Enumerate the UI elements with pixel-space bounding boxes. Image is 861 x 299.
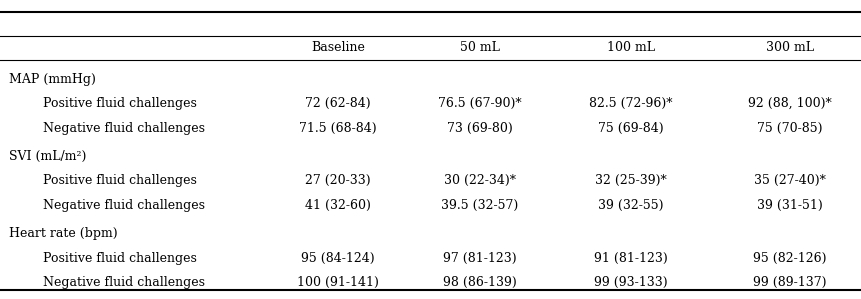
Text: 82.5 (72-96)*: 82.5 (72-96)* — [589, 97, 672, 110]
Text: 95 (84-124): 95 (84-124) — [301, 251, 375, 265]
Text: Negative fluid challenges: Negative fluid challenges — [43, 122, 205, 135]
Text: Positive fluid challenges: Positive fluid challenges — [43, 174, 197, 187]
Text: Positive fluid challenges: Positive fluid challenges — [43, 97, 197, 110]
Text: 39.5 (32-57): 39.5 (32-57) — [442, 199, 518, 212]
Text: 75 (69-84): 75 (69-84) — [598, 122, 664, 135]
Text: 72 (62-84): 72 (62-84) — [305, 97, 371, 110]
Text: 91 (81-123): 91 (81-123) — [594, 251, 667, 265]
Text: 35 (27-40)*: 35 (27-40)* — [754, 174, 826, 187]
Text: 99 (89-137): 99 (89-137) — [753, 276, 827, 289]
Text: 76.5 (67-90)*: 76.5 (67-90)* — [438, 97, 522, 110]
Text: 71.5 (68-84): 71.5 (68-84) — [299, 122, 377, 135]
Text: Baseline: Baseline — [311, 41, 365, 54]
Text: MAP (mmHg): MAP (mmHg) — [9, 73, 96, 86]
Text: Negative fluid challenges: Negative fluid challenges — [43, 276, 205, 289]
Text: 39 (32-55): 39 (32-55) — [598, 199, 664, 212]
Text: 39 (31-51): 39 (31-51) — [757, 199, 823, 212]
Text: 41 (32-60): 41 (32-60) — [305, 199, 371, 212]
Text: 98 (86-139): 98 (86-139) — [443, 276, 517, 289]
Text: 32 (25-39)*: 32 (25-39)* — [595, 174, 666, 187]
Text: 95 (82-126): 95 (82-126) — [753, 251, 827, 265]
Text: Heart rate (bpm): Heart rate (bpm) — [9, 227, 117, 240]
Text: 30 (22-34)*: 30 (22-34)* — [444, 174, 516, 187]
Text: Positive fluid challenges: Positive fluid challenges — [43, 251, 197, 265]
Text: 27 (20-33): 27 (20-33) — [305, 174, 371, 187]
Text: 100 (91-141): 100 (91-141) — [297, 276, 379, 289]
Text: 99 (93-133): 99 (93-133) — [594, 276, 667, 289]
Text: SVI (mL/m²): SVI (mL/m²) — [9, 150, 86, 163]
Text: 300 mL: 300 mL — [766, 41, 814, 54]
Text: 97 (81-123): 97 (81-123) — [443, 251, 517, 265]
Text: Negative fluid challenges: Negative fluid challenges — [43, 199, 205, 212]
Text: 73 (69-80): 73 (69-80) — [447, 122, 513, 135]
Text: 50 mL: 50 mL — [460, 41, 500, 54]
Text: 100 mL: 100 mL — [607, 41, 654, 54]
Text: 92 (88, 100)*: 92 (88, 100)* — [748, 97, 832, 110]
Text: 75 (70-85): 75 (70-85) — [757, 122, 823, 135]
